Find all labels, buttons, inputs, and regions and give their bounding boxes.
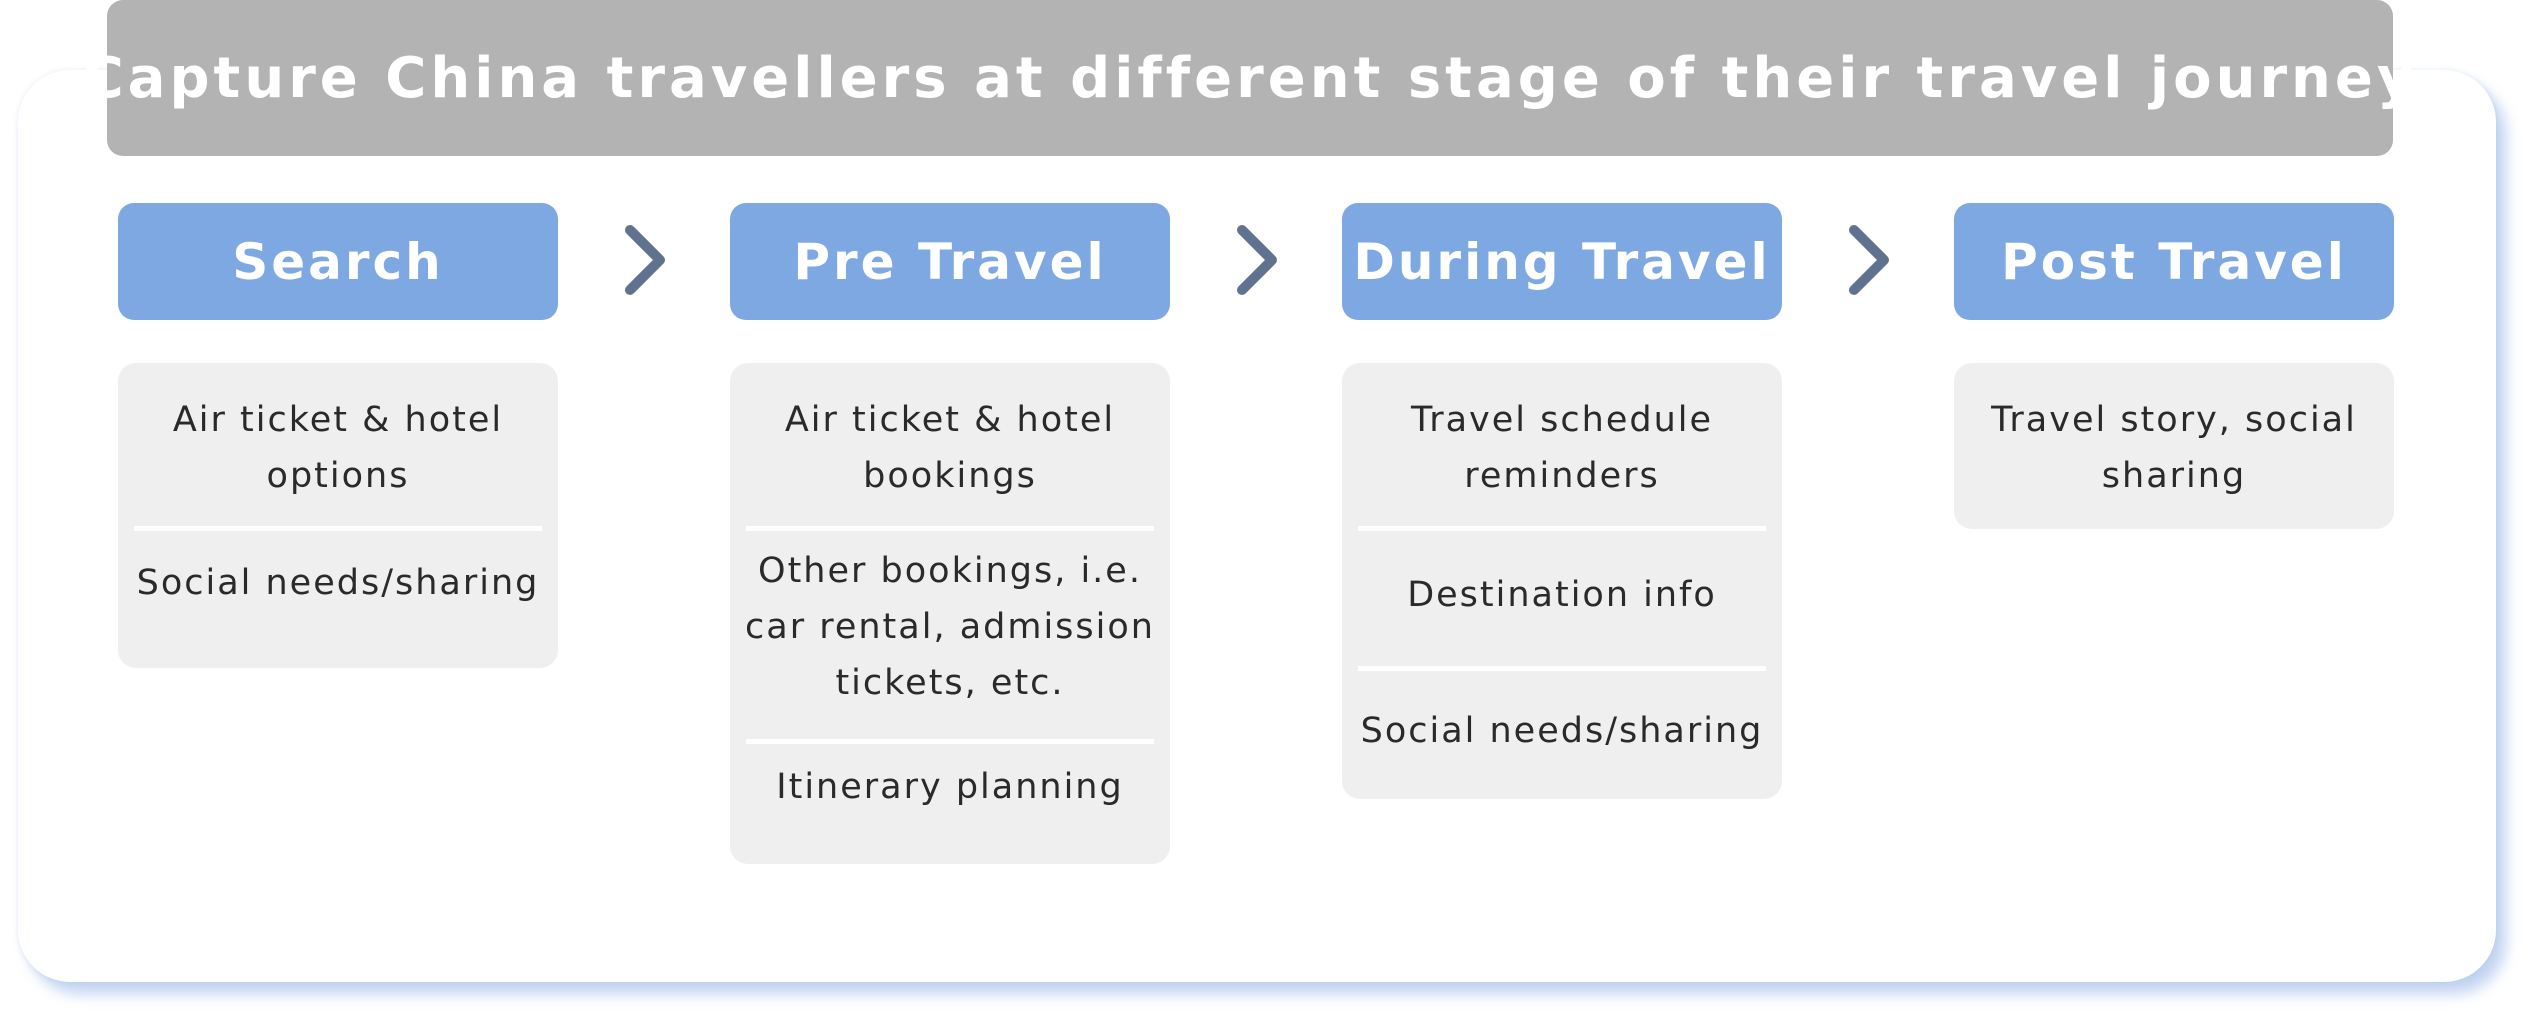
title-banner: Capture China travellers at different st… bbox=[83, 0, 2413, 156]
stage-label: Post Travel bbox=[2001, 232, 2347, 291]
stage-header-during-travel: During Travel bbox=[1342, 203, 1782, 320]
detail-item: Social needs/sharing bbox=[1360, 711, 1764, 751]
detail-item: Itinerary planning bbox=[776, 767, 1124, 807]
divider bbox=[1358, 666, 1766, 671]
stage-label: During Travel bbox=[1353, 232, 1771, 291]
divider bbox=[746, 739, 1154, 744]
detail-item: Destination info bbox=[1407, 575, 1717, 615]
stage-header-search: Search bbox=[118, 203, 558, 320]
detail-item: Other bookings, i.e. car rental, admissi… bbox=[745, 550, 1155, 703]
detail-box-post-travel: Travel story, social sharing bbox=[1954, 363, 2394, 529]
chevron-right-icon bbox=[1237, 225, 1277, 295]
detail-item: Travel schedule reminders bbox=[1410, 400, 1714, 496]
detail-item: Travel story, social sharing bbox=[1991, 400, 2357, 496]
stage-header-post-travel: Post Travel bbox=[1954, 203, 2394, 320]
diagram-title: Capture China travellers at different st… bbox=[82, 45, 2418, 111]
detail-item: Social needs/sharing bbox=[136, 563, 540, 603]
divider bbox=[1358, 526, 1766, 531]
detail-item: Air ticket & hotel options bbox=[172, 400, 504, 496]
detail-box-during-travel: Travel schedule reminders Destination in… bbox=[1342, 363, 1782, 799]
divider bbox=[746, 526, 1154, 531]
chevron-right-icon bbox=[625, 225, 665, 295]
divider bbox=[134, 526, 542, 531]
stage-label: Search bbox=[232, 232, 444, 291]
detail-item: Air ticket & hotel bookings bbox=[784, 400, 1116, 496]
detail-box-search: Air ticket & hotel options Social needs/… bbox=[118, 363, 558, 668]
detail-box-pre-travel: Air ticket & hotel bookings Other bookin… bbox=[730, 363, 1170, 864]
chevron-right-icon bbox=[1849, 225, 1889, 295]
stage-header-pre-travel: Pre Travel bbox=[730, 203, 1170, 320]
stage-label: Pre Travel bbox=[793, 232, 1107, 291]
